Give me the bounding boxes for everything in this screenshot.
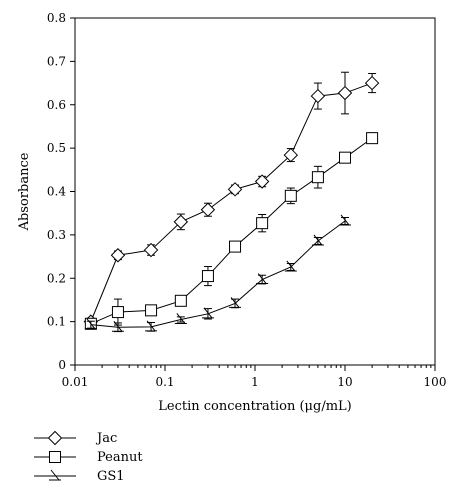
y-axis: 0 0.1 0.2 0.3 0.4 0.5 0.6 0.7 0.8 — [47, 11, 75, 372]
x-tick-label: 10 — [337, 375, 352, 389]
data-point — [229, 240, 242, 253]
legend-marker — [49, 469, 61, 481]
x-axis-label: Lectin concentration (μg/mL) — [158, 399, 351, 414]
plot-border — [74, 17, 436, 366]
data-point — [110, 248, 126, 263]
series-jac — [83, 71, 380, 329]
y-tick-label: 0.5 — [47, 141, 66, 155]
legend-label: GS1 — [97, 469, 125, 484]
data-point — [200, 202, 216, 217]
data-point — [311, 234, 324, 246]
y-tick-label: 0.4 — [47, 185, 66, 199]
series-line — [90, 137, 373, 325]
error-bar — [203, 308, 212, 320]
data-point — [283, 147, 299, 163]
data-point — [284, 189, 297, 202]
x-tick-label: 0.1 — [155, 375, 174, 389]
series-layer — [83, 71, 380, 333]
data-point — [310, 88, 326, 104]
data-point — [111, 320, 124, 332]
x-axis: 0.01 0.1 1 10 100 — [62, 365, 447, 389]
legend-marker — [49, 451, 61, 463]
y-tick-label: 0.8 — [47, 11, 66, 25]
error-bar — [86, 320, 95, 329]
plot-frame — [74, 17, 436, 366]
data-point — [111, 306, 124, 319]
legend-marker — [47, 430, 63, 446]
error-bar — [341, 217, 349, 225]
data-point — [339, 151, 351, 164]
data-point — [339, 214, 351, 226]
data-point — [173, 214, 189, 230]
x-tick-label: 100 — [424, 375, 447, 389]
y-tick-label: 0.2 — [47, 271, 66, 285]
data-point — [84, 318, 97, 330]
series-peanut — [84, 132, 379, 330]
error-bar — [313, 236, 322, 245]
data-point — [143, 242, 159, 258]
data-point — [364, 75, 380, 91]
y-tick-label: 0.1 — [47, 315, 66, 329]
y-axis-label: Absorbance — [17, 152, 32, 231]
x-tick-label: 1 — [251, 375, 259, 389]
data-point — [201, 307, 214, 319]
data-point — [254, 174, 270, 189]
data-point — [201, 270, 214, 283]
data-point — [229, 297, 242, 308]
data-point — [284, 260, 297, 272]
data-point — [366, 132, 379, 145]
data-point — [145, 304, 158, 317]
data-point — [256, 217, 269, 230]
legend: Jac Peanut GS1 — [34, 430, 143, 484]
legend-label: Jac — [95, 431, 117, 446]
data-point — [227, 182, 243, 197]
x-tick-label: 0.01 — [62, 375, 89, 389]
legend-item-gs1: GS1 — [34, 469, 125, 484]
legend-item-peanut: Peanut — [34, 450, 143, 465]
legend-label: Peanut — [97, 450, 143, 465]
y-tick-label: 0.3 — [47, 228, 66, 242]
y-tick-label: 0.6 — [47, 98, 66, 112]
data-point — [174, 313, 187, 324]
error-bar — [286, 263, 295, 271]
data-point — [174, 294, 187, 307]
data-point — [337, 85, 353, 101]
y-tick-label: 0 — [58, 358, 66, 372]
legend-item-jac: Jac — [34, 430, 117, 446]
series-line — [90, 220, 346, 328]
data-point — [311, 171, 324, 184]
y-tick-label: 0.7 — [47, 54, 66, 68]
data-point — [145, 320, 158, 332]
data-point — [256, 273, 269, 285]
series-line — [90, 82, 373, 322]
series-gs1 — [84, 214, 351, 333]
